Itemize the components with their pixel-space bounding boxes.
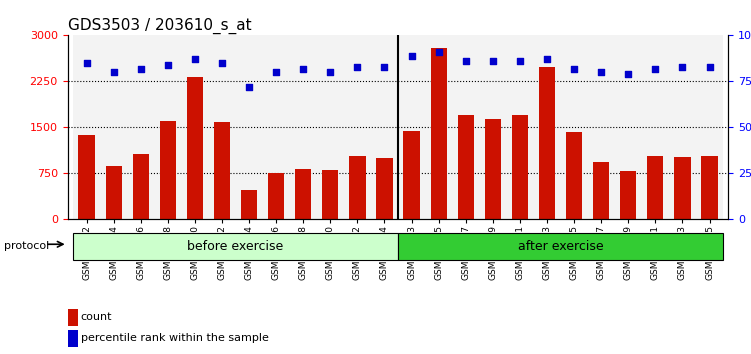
Text: GDS3503 / 203610_s_at: GDS3503 / 203610_s_at bbox=[68, 18, 252, 34]
Bar bbox=[479, 35, 506, 219]
Bar bbox=[533, 35, 560, 219]
Bar bbox=[214, 122, 230, 219]
Bar bbox=[187, 77, 203, 219]
Bar bbox=[78, 135, 95, 219]
Bar bbox=[539, 67, 555, 219]
Point bbox=[406, 53, 418, 58]
Text: count: count bbox=[81, 312, 113, 322]
Bar bbox=[376, 158, 393, 219]
Bar bbox=[696, 35, 723, 219]
Point bbox=[650, 66, 662, 72]
Bar bbox=[295, 169, 312, 219]
Point bbox=[595, 69, 607, 75]
Text: after exercise: after exercise bbox=[517, 240, 603, 253]
Bar bbox=[620, 171, 636, 219]
Point bbox=[433, 49, 445, 55]
Point bbox=[677, 64, 689, 69]
Bar bbox=[68, 309, 77, 326]
Bar bbox=[701, 156, 718, 219]
Bar bbox=[593, 162, 609, 219]
Point bbox=[189, 57, 201, 62]
Point bbox=[568, 66, 580, 72]
Bar bbox=[349, 156, 366, 219]
Point bbox=[270, 69, 282, 75]
Bar bbox=[263, 35, 290, 219]
Bar bbox=[133, 154, 149, 219]
Bar bbox=[105, 166, 122, 219]
Point bbox=[243, 84, 255, 90]
Point bbox=[623, 71, 635, 77]
Bar bbox=[236, 35, 263, 219]
FancyBboxPatch shape bbox=[398, 233, 723, 261]
Bar bbox=[317, 35, 344, 219]
Bar bbox=[560, 35, 587, 219]
Bar bbox=[154, 35, 181, 219]
Bar bbox=[669, 35, 696, 219]
Bar bbox=[457, 115, 474, 219]
Bar bbox=[290, 35, 317, 219]
Bar bbox=[160, 121, 176, 219]
Bar bbox=[566, 132, 582, 219]
Point bbox=[351, 64, 363, 69]
Bar bbox=[484, 119, 501, 219]
Bar bbox=[344, 35, 371, 219]
Bar bbox=[371, 35, 398, 219]
Point bbox=[704, 64, 716, 69]
Text: before exercise: before exercise bbox=[188, 240, 284, 253]
Text: percentile rank within the sample: percentile rank within the sample bbox=[81, 333, 269, 343]
Bar bbox=[511, 115, 528, 219]
Bar bbox=[403, 131, 420, 219]
Point bbox=[460, 58, 472, 64]
Point bbox=[297, 66, 309, 72]
Bar bbox=[268, 173, 285, 219]
Bar bbox=[241, 190, 257, 219]
Bar bbox=[209, 35, 236, 219]
Point bbox=[80, 60, 92, 66]
Point bbox=[161, 62, 173, 68]
Bar bbox=[506, 35, 533, 219]
Bar bbox=[425, 35, 452, 219]
Point bbox=[487, 58, 499, 64]
Bar bbox=[615, 35, 642, 219]
Bar bbox=[73, 35, 100, 219]
Bar bbox=[68, 330, 77, 347]
Bar bbox=[642, 35, 669, 219]
Text: protocol: protocol bbox=[4, 241, 49, 251]
Bar bbox=[181, 35, 209, 219]
Point bbox=[379, 64, 391, 69]
FancyBboxPatch shape bbox=[73, 233, 398, 261]
Bar bbox=[100, 35, 127, 219]
Bar bbox=[647, 156, 663, 219]
Point bbox=[514, 58, 526, 64]
Point bbox=[107, 69, 119, 75]
Point bbox=[541, 57, 553, 62]
Point bbox=[324, 69, 336, 75]
Bar bbox=[398, 35, 425, 219]
Bar bbox=[587, 35, 615, 219]
Bar bbox=[430, 48, 447, 219]
Bar bbox=[452, 35, 479, 219]
Bar bbox=[322, 170, 339, 219]
Point bbox=[134, 66, 146, 72]
Bar bbox=[127, 35, 154, 219]
Bar bbox=[674, 157, 691, 219]
Point bbox=[216, 60, 228, 66]
